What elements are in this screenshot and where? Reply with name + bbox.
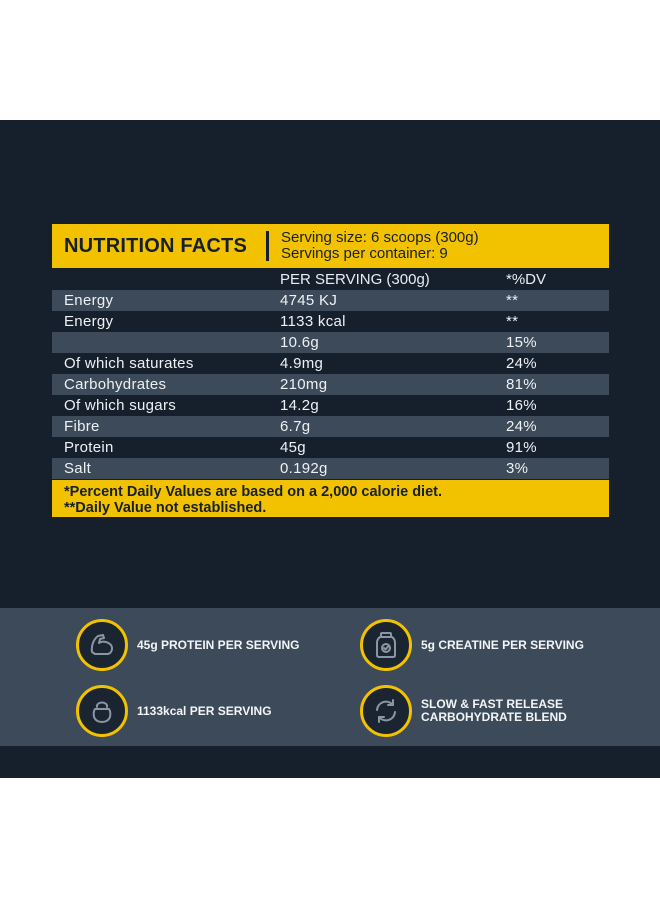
nutrient-amount: 45g <box>280 439 306 456</box>
footnote-dv: *Percent Daily Values are based on a 2,0… <box>64 484 442 500</box>
nutrient-name: Energy <box>64 292 114 309</box>
nutrient-amount: 4745 KJ <box>280 292 338 309</box>
feature-label: SLOW & FAST RELEASE <box>421 697 564 711</box>
table-row: Fibre 6.7g 24% <box>52 416 609 437</box>
table-row: 10.6g 15% <box>52 332 609 353</box>
nutrient-dv: 81% <box>506 376 537 393</box>
kettlebell-icon <box>76 685 128 737</box>
table-row: Of which saturates 4.9mg 24% <box>52 353 609 374</box>
feature-calories: 1133kcal PER SERVING <box>76 685 272 737</box>
feature-text: SLOW & FAST RELEASE CARBOHYDRATE BLEND <box>421 698 567 724</box>
feature-carb-blend: SLOW & FAST RELEASE CARBOHYDRATE BLEND <box>360 685 567 737</box>
nutrient-name: Salt <box>64 460 92 477</box>
flexed-arm-icon <box>76 619 128 671</box>
nutrient-amount: 14.2g <box>280 397 320 414</box>
table-row: Carbohydrates 210mg 81% <box>52 374 609 395</box>
nutrient-name: Carbohydrates <box>64 376 167 393</box>
nutrient-dv: 3% <box>506 460 529 477</box>
nutrition-title: NUTRITION FACTS <box>64 234 247 257</box>
column-dv: *%DV <box>506 270 547 288</box>
table-row: Protein 45g 91% <box>52 437 609 458</box>
nutrient-amount: 0.192g <box>280 460 328 477</box>
nutrient-amount: 10.6g <box>280 334 320 351</box>
nutrient-dv: 91% <box>506 439 537 456</box>
nutrient-dv: 15% <box>506 334 537 351</box>
nutrient-amount: 210mg <box>280 376 328 393</box>
nutrient-name: Fibre <box>64 418 100 435</box>
nutrition-header: NUTRITION FACTS Serving size: 6 scoops (… <box>52 224 609 268</box>
table-row: Energy 4745 KJ ** <box>52 290 609 311</box>
feature-label: 1133kcal PER SERVING <box>137 703 272 718</box>
nutrient-name: Energy <box>64 313 114 330</box>
nutrition-facts-table: NUTRITION FACTS Serving size: 6 scoops (… <box>52 224 609 517</box>
nutrient-amount: 4.9mg <box>280 355 324 372</box>
nutrient-dv: 24% <box>506 355 537 372</box>
nutrient-dv: 24% <box>506 418 537 435</box>
table-row: Salt 0.192g 3% <box>52 458 609 479</box>
table-row: Energy 1133 kcal ** <box>52 311 609 332</box>
column-headers: PER SERVING (300g) *%DV <box>52 268 609 290</box>
features-band: 45g PROTEIN PER SERVING 5g CREATINE PER … <box>0 608 660 746</box>
serving-size: Serving size: 6 scoops (300g) <box>281 229 479 246</box>
product-info-panel: NUTRITION FACTS Serving size: 6 scoops (… <box>0 120 660 778</box>
supplement-jar-icon <box>360 619 412 671</box>
column-per-serving: PER SERVING (300g) <box>280 270 430 288</box>
nutrient-name: Of which sugars <box>64 397 177 414</box>
nutrient-name: Of which saturates <box>64 355 194 372</box>
feature-label: 45g PROTEIN PER SERVING <box>137 637 300 652</box>
nutrient-dv: ** <box>506 313 519 330</box>
servings-per-container: Servings per container: 9 <box>281 245 448 262</box>
refresh-arrows-icon <box>360 685 412 737</box>
nutrient-name: Protein <box>64 439 114 456</box>
nutrient-dv: ** <box>506 292 519 309</box>
nutrient-dv: 16% <box>506 397 537 414</box>
feature-text: 1133kcal PER SERVING <box>137 703 272 718</box>
feature-text: 5g CREATINE PER SERVING <box>421 637 584 652</box>
nutrition-footnote: *Percent Daily Values are based on a 2,0… <box>52 480 609 517</box>
feature-creatine: 5g CREATINE PER SERVING <box>360 619 584 671</box>
feature-label-line2: CARBOHYDRATE BLEND <box>421 710 567 724</box>
footnote-not-established: **Daily Value not established. <box>64 500 267 516</box>
feature-protein: 45g PROTEIN PER SERVING <box>76 619 300 671</box>
nutrient-amount: 1133 kcal <box>280 313 346 330</box>
header-divider <box>266 231 269 261</box>
feature-label: 5g CREATINE PER SERVING <box>421 637 584 652</box>
feature-text: 45g PROTEIN PER SERVING <box>137 637 300 652</box>
table-row: Of which sugars 14.2g 16% <box>52 395 609 416</box>
nutrient-amount: 6.7g <box>280 418 311 435</box>
serving-info: Serving size: 6 scoops (300g) Servings p… <box>281 230 479 262</box>
